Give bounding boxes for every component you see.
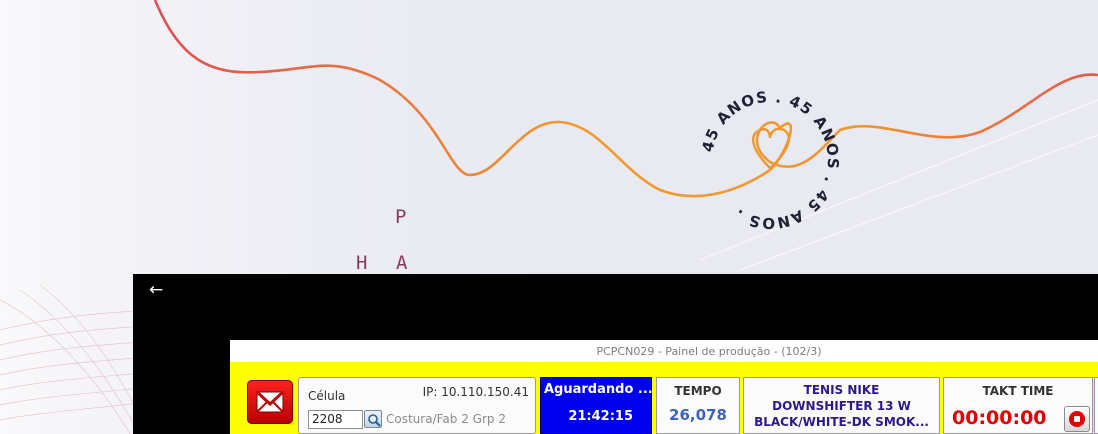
search-icon xyxy=(368,414,381,427)
production-panel: PCPCN029 - Painel de produção - (102/3) … xyxy=(230,340,1098,434)
panel-title: PCPCN029 - Painel de produção - (102/3) xyxy=(596,345,822,358)
status-bar: Célula IP: 10.110.150.41 2208 Costura/Fa… xyxy=(230,362,1098,434)
product-line-2: DOWNSHIFTER 13 W xyxy=(772,399,911,413)
takt-label: TAKT TIME xyxy=(982,384,1054,398)
tempo-panel: TEMPO 26,078 xyxy=(656,377,740,434)
heart-icon xyxy=(751,127,790,170)
mail-button[interactable] xyxy=(247,380,293,424)
ip-address: IP: 10.110.150.41 xyxy=(422,385,529,399)
status-time: 21:42:15 xyxy=(568,409,633,424)
product-panel: TENIS NIKE DOWNSHIFTER 13 W BLACK/WHITE-… xyxy=(743,377,940,434)
cell-label: Célula xyxy=(308,389,346,403)
cell-panel: Célula IP: 10.110.150.41 2208 Costura/Fa… xyxy=(298,377,536,434)
status-panel: Aguardando ... 21:42:15 xyxy=(540,377,653,434)
extra-panel xyxy=(1094,377,1098,434)
cell-input[interactable]: 2208 xyxy=(308,410,363,429)
wallpaper-letter-p: P xyxy=(395,206,407,228)
record-icon xyxy=(1069,411,1085,427)
back-arrow-icon[interactable]: ← xyxy=(149,280,164,300)
cell-description: Costura/Fab 2 Grp 2 xyxy=(386,412,506,426)
search-button[interactable] xyxy=(364,410,382,428)
takt-panel: TAKT TIME 00:00:00 xyxy=(943,377,1093,434)
product-line-1: TENIS NIKE xyxy=(803,383,880,397)
takt-value: 00:00:00 xyxy=(952,407,1047,429)
mail-icon xyxy=(256,390,284,413)
status-label: Aguardando ... xyxy=(544,382,653,397)
wallpaper-letter-h: H xyxy=(356,252,368,274)
tempo-label: TEMPO xyxy=(674,384,722,398)
record-button[interactable] xyxy=(1064,406,1090,432)
decorative-curve xyxy=(153,0,1098,198)
tempo-value: 26,078 xyxy=(669,406,727,424)
product-line-3: BLACK/WHITE-DK SMOK... xyxy=(754,415,929,429)
wallpaper-letter-a: A xyxy=(396,252,408,274)
